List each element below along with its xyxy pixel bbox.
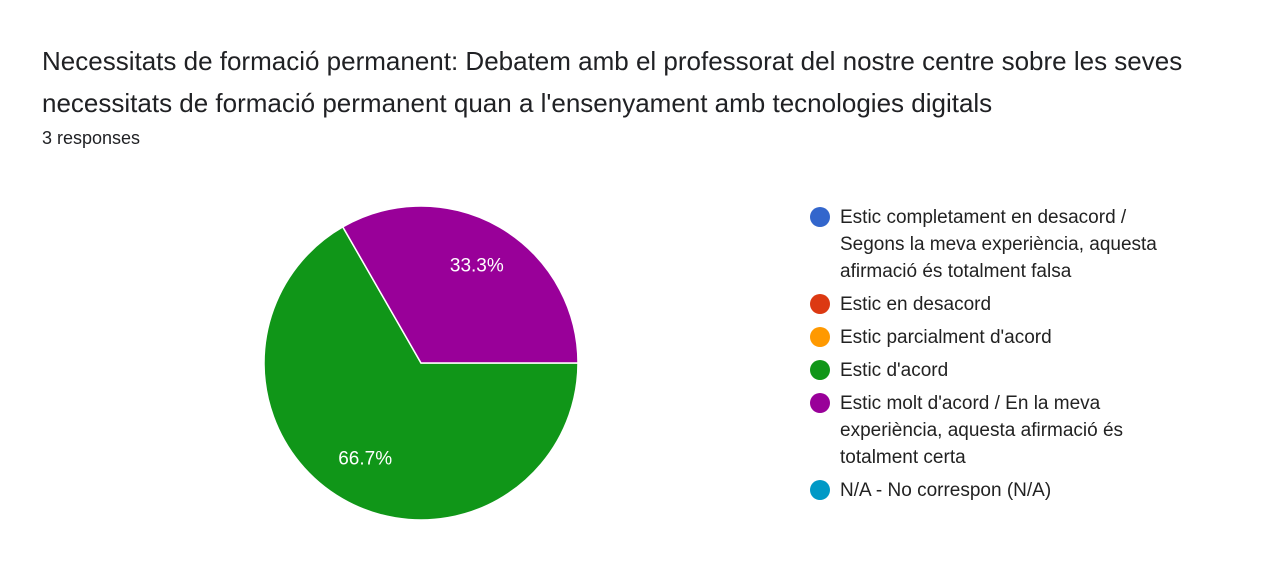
legend-item: Estic molt d'acord / En la meva experièn… — [810, 390, 1180, 471]
legend-item: Estic parcialment d'acord — [810, 324, 1180, 351]
legend: Estic completament en desacord / Segons … — [810, 204, 1180, 510]
legend-marker — [810, 393, 830, 413]
slice-label: 66.7% — [338, 448, 392, 469]
legend-item: N/A - No correspon (N/A) — [810, 477, 1180, 504]
chart-subtitle: 3 responses — [42, 128, 141, 148]
chart-title: Necessitats de formació permanent: Debat… — [42, 46, 1183, 118]
legend-item: Estic completament en desacord / Segons … — [810, 204, 1180, 285]
legend-marker — [810, 294, 830, 314]
pie-slice — [263, 225, 579, 521]
slice-label: 33.3% — [450, 256, 504, 277]
pie-slice — [341, 205, 579, 364]
legend-label: Estic completament en desacord / Segons … — [840, 207, 1157, 282]
legend-marker — [810, 360, 830, 380]
legend-item: Estic d'acord — [810, 357, 1180, 384]
legend-label: Estic molt d'acord / En la meva experièn… — [840, 393, 1124, 468]
legend-marker — [810, 480, 830, 500]
legend-item: Estic en desacord — [810, 291, 1180, 318]
legend-label: Estic d'acord — [840, 360, 949, 381]
legend-label: N/A - No correspon (N/A) — [840, 480, 1052, 501]
legend-label: Estic en desacord — [840, 294, 992, 315]
legend-marker — [810, 327, 830, 347]
legend-label: Estic parcialment d'acord — [840, 327, 1052, 348]
legend-marker — [810, 207, 830, 227]
